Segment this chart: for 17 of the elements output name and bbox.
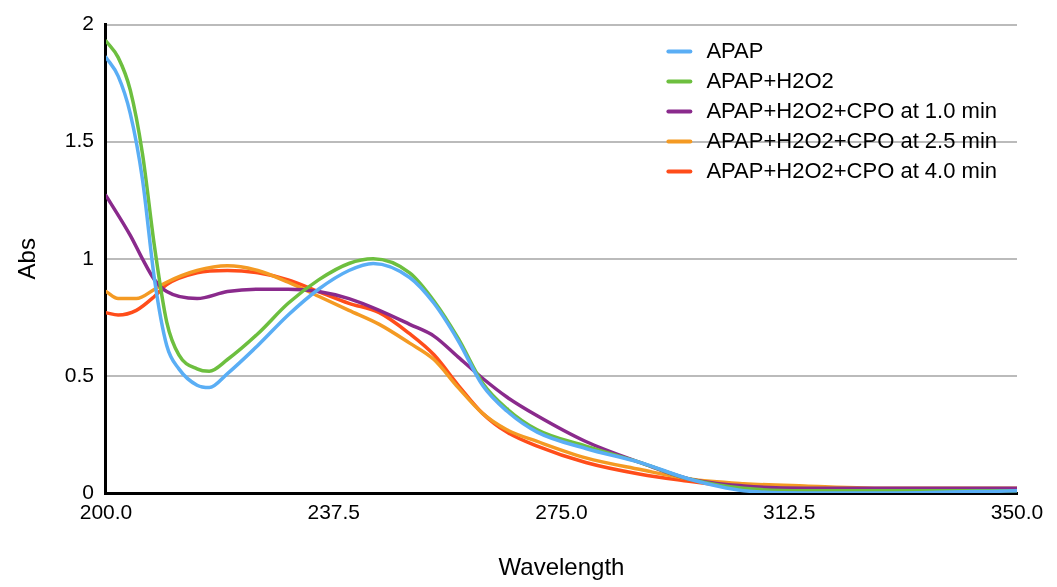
y-tick-label: 2 [82, 11, 94, 35]
y-axis-title: Abs [13, 238, 41, 280]
x-tick-label: 350.0 [990, 500, 1044, 524]
y-tick-label: 0 [82, 479, 94, 503]
x-tick-label: 200.0 [79, 500, 133, 524]
y-tick-label: 1 [82, 245, 94, 269]
x-tick-label: 312.5 [762, 500, 816, 524]
x-tick-label: 237.5 [307, 500, 361, 524]
x-tick-label: 275.0 [535, 500, 588, 524]
legend-label: APAP [706, 37, 764, 63]
legend-label: APAP+H2O2 [706, 67, 834, 93]
y-tick-label: 0.5 [64, 362, 94, 386]
legend-label: APAP+H2O2+CPO at 1.0 min [706, 97, 998, 123]
x-axis-title: Wavelength [498, 553, 625, 581]
y-tick-label: 1.5 [64, 128, 94, 152]
legend-label: APAP+H2O2+CPO at 2.5 min [706, 127, 998, 153]
legend-label: APAP+H2O2+CPO at 4.0 min [706, 157, 998, 183]
